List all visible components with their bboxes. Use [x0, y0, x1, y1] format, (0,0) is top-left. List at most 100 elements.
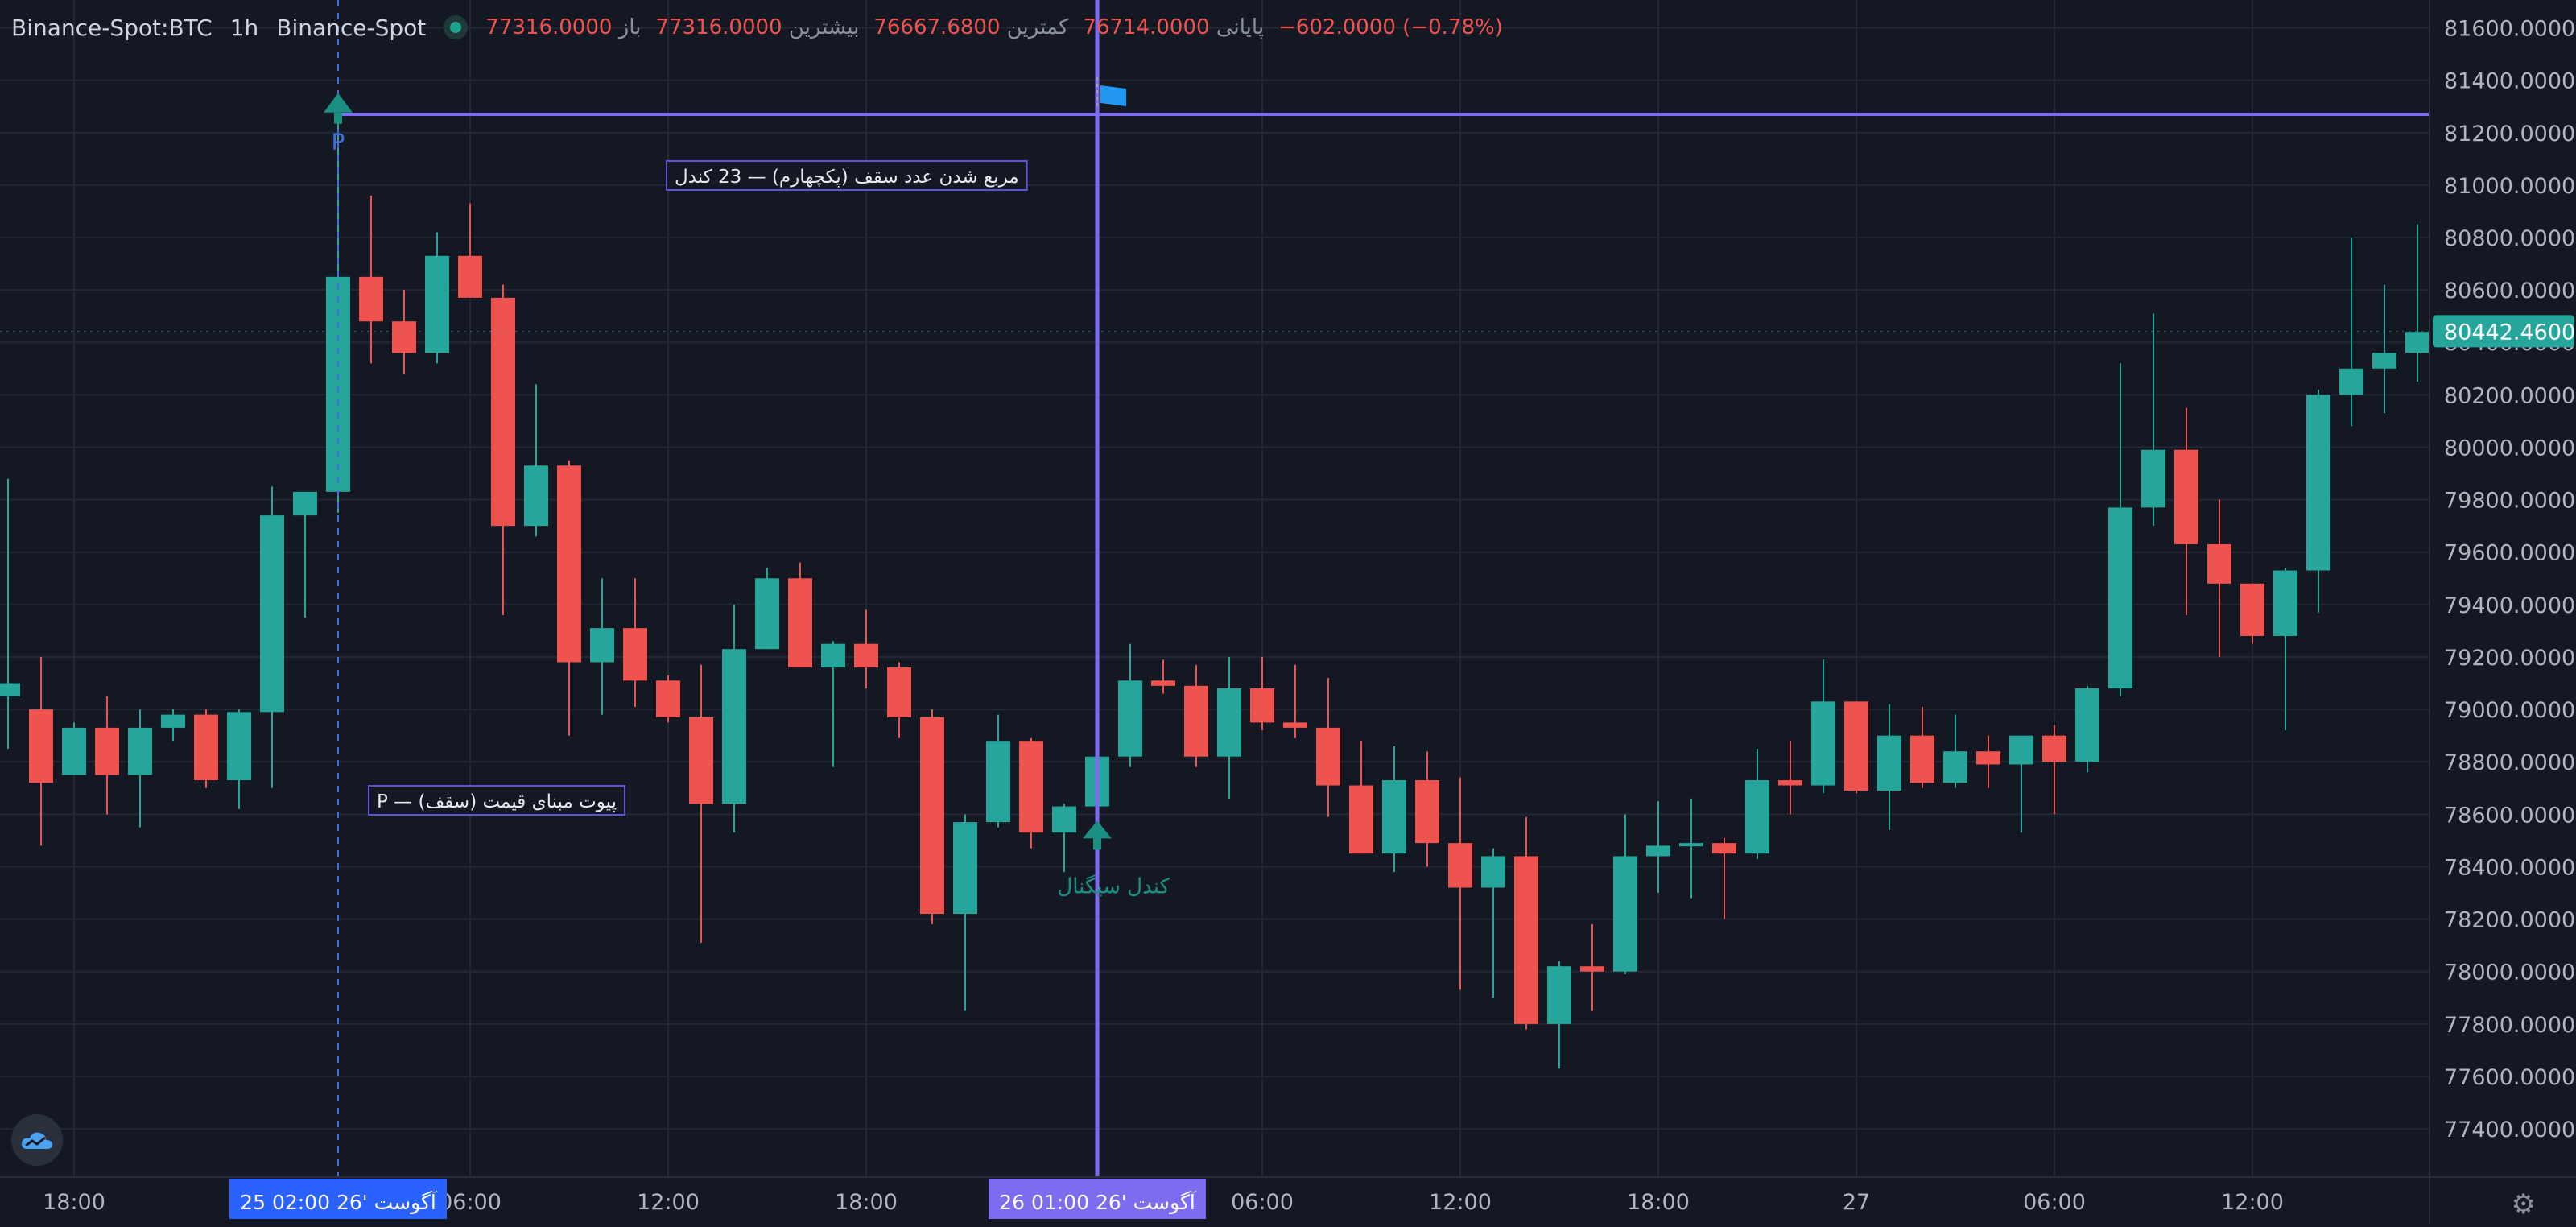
candle[interactable] [1547, 961, 1571, 1069]
candle-body [2240, 583, 2264, 636]
y-tick-label: 77400.0000 [2444, 1118, 2575, 1142]
candle[interactable] [0, 478, 20, 749]
candle[interactable] [2009, 735, 2033, 833]
candle[interactable] [1184, 664, 1208, 767]
candle[interactable] [359, 195, 383, 364]
candle[interactable] [1250, 656, 1274, 731]
symbol-legend: Binance-Spot:BTC 1h Binance-Spot باز 773… [11, 8, 1503, 47]
candle[interactable] [590, 578, 614, 715]
candle-body [1613, 856, 1637, 972]
candle[interactable] [2141, 313, 2165, 527]
candle[interactable] [2306, 389, 2330, 613]
candle[interactable] [62, 722, 86, 775]
candle[interactable] [689, 664, 713, 943]
settings-gear-icon[interactable]: ⚙ [2511, 1188, 2536, 1221]
candle[interactable] [1844, 701, 1868, 794]
candle[interactable] [524, 384, 548, 537]
candle[interactable] [953, 814, 977, 1011]
candle[interactable] [491, 284, 515, 615]
candle[interactable] [1151, 659, 1175, 694]
candle[interactable] [1019, 737, 1043, 849]
candle[interactable] [722, 604, 746, 833]
candle[interactable] [854, 609, 878, 689]
candle[interactable] [1646, 801, 1670, 894]
price-axis[interactable]: 81600.0000 81400.0000 81200.0000 81000.0000… [2429, 0, 2575, 1224]
candle[interactable] [1448, 777, 1472, 990]
candle[interactable] [986, 714, 1010, 828]
candle[interactable] [1283, 664, 1307, 738]
candle[interactable] [623, 578, 647, 707]
y-tick-label: 81400.0000 [2444, 69, 2575, 94]
candle[interactable] [425, 232, 449, 364]
candle[interactable] [2273, 568, 2297, 731]
candle[interactable] [227, 709, 251, 809]
candle[interactable] [1217, 656, 1241, 799]
signal-candle-label: کندل سیگنال [1057, 874, 1170, 899]
candle[interactable] [821, 641, 845, 767]
symbol-name[interactable]: Binance-Spot:BTC [11, 14, 213, 41]
candle[interactable] [1745, 748, 1769, 859]
candle[interactable] [392, 290, 416, 374]
candles[interactable] [0, 122, 2429, 1069]
candle[interactable] [29, 656, 53, 846]
candle[interactable] [1910, 706, 1934, 788]
y-tick-label: 77600.0000 [2444, 1065, 2575, 1090]
candle[interactable] [1877, 704, 1901, 830]
candle[interactable] [1679, 798, 1703, 899]
candle[interactable] [161, 709, 185, 742]
candle[interactable] [95, 696, 119, 815]
x-tick-label: 18:00 [43, 1190, 105, 1215]
candle[interactable] [1943, 714, 1967, 788]
candle[interactable] [1481, 848, 1505, 998]
candle[interactable] [887, 662, 911, 738]
candle[interactable] [2405, 224, 2429, 382]
interval-label[interactable]: 1h [229, 14, 259, 41]
candle[interactable] [2372, 284, 2396, 414]
candle[interactable] [656, 675, 680, 723]
candle[interactable] [1316, 678, 1340, 817]
candle[interactable] [2339, 238, 2363, 427]
candle-body [62, 727, 86, 775]
candle[interactable] [293, 491, 317, 618]
candle[interactable] [1976, 735, 2000, 788]
time-axis[interactable]: 18:00 06:00 12:00 18:00 06:00 12:00 18:00 27 06:… [0, 1176, 2576, 1219]
candle[interactable] [788, 562, 812, 668]
candle[interactable] [128, 709, 152, 828]
candle[interactable] [1811, 659, 1835, 794]
candle[interactable] [1118, 643, 1142, 767]
candle[interactable] [2108, 363, 2132, 696]
candle[interactable] [260, 486, 284, 788]
candle[interactable] [1712, 837, 1736, 919]
candle[interactable] [1382, 746, 1406, 872]
candle[interactable] [2042, 725, 2066, 815]
candle[interactable] [194, 709, 218, 788]
candle[interactable] [2174, 407, 2198, 615]
candle[interactable] [2240, 583, 2264, 644]
candle[interactable] [458, 203, 482, 298]
candle-body [1481, 856, 1505, 888]
candle[interactable] [755, 568, 779, 650]
time-badge: 26 آگوست '26 01:00 [989, 1179, 1206, 1219]
cloud-logo-icon[interactable] [11, 1114, 63, 1166]
candle-body [2372, 353, 2396, 369]
candle[interactable] [2207, 499, 2231, 657]
y-tick-label: 78400.0000 [2444, 855, 2575, 880]
square-annotation: مربع شدن عدد سقف (پکچهارم) — 23 کندل [666, 160, 1028, 191]
candle[interactable] [2075, 685, 2099, 773]
candle[interactable] [1613, 814, 1637, 974]
candle-body [1646, 845, 1670, 857]
candle[interactable] [557, 460, 581, 736]
candle[interactable] [1415, 751, 1439, 867]
candle[interactable] [1778, 741, 1802, 815]
candle[interactable] [1514, 816, 1538, 1030]
candle[interactable] [1052, 804, 1076, 872]
candle[interactable] [920, 709, 944, 925]
candle[interactable] [1349, 741, 1373, 854]
x-tick-label: 27 [1843, 1190, 1870, 1215]
candle[interactable] [1580, 924, 1604, 1011]
x-tick-label: 12:00 [1429, 1190, 1492, 1215]
